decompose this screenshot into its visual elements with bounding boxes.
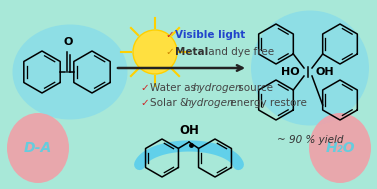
Text: energy restore: energy restore <box>227 98 307 108</box>
Text: O: O <box>63 37 73 47</box>
Circle shape <box>133 30 177 74</box>
Text: source: source <box>235 83 273 93</box>
Text: and dye free: and dye free <box>205 47 274 57</box>
Text: OH: OH <box>316 67 335 77</box>
Text: Water as: Water as <box>150 83 199 93</box>
Text: hydrogen: hydrogen <box>185 98 234 108</box>
Text: ~ 90 % yield: ~ 90 % yield <box>277 135 343 145</box>
Text: OH: OH <box>179 124 199 137</box>
Ellipse shape <box>12 25 127 119</box>
Text: Solar &: Solar & <box>150 98 192 108</box>
Text: ✓: ✓ <box>165 30 174 40</box>
Ellipse shape <box>251 11 369 125</box>
Text: ✓: ✓ <box>140 83 149 93</box>
Text: D-A: D-A <box>24 141 52 155</box>
Ellipse shape <box>7 113 69 183</box>
Text: Visible light: Visible light <box>175 30 245 40</box>
Text: hydrogen: hydrogen <box>193 83 243 93</box>
Text: ✓: ✓ <box>165 47 174 57</box>
Text: Metal: Metal <box>175 47 208 57</box>
Ellipse shape <box>309 113 371 183</box>
Text: ✓: ✓ <box>140 98 149 108</box>
Text: H₂O: H₂O <box>325 141 355 155</box>
Text: HO: HO <box>281 67 300 77</box>
